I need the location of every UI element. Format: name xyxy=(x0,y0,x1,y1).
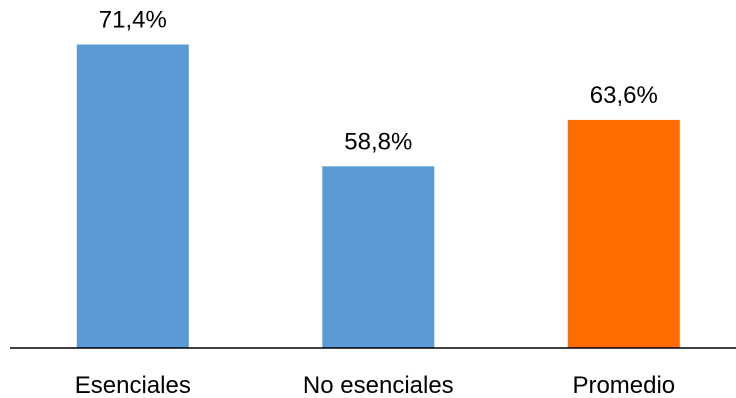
bars-group xyxy=(76,44,680,349)
category-tick-label: No esenciales xyxy=(303,372,454,398)
data-label: 71,4% xyxy=(99,7,167,34)
category-tick-label: Esenciales xyxy=(75,372,191,398)
category-labels-group: Esenciales No esenciales Promedio xyxy=(75,372,675,398)
data-label: 58,8% xyxy=(344,128,412,155)
bar-esenciales xyxy=(76,44,189,348)
bar-no-esenciales xyxy=(322,166,435,348)
bar-promedio xyxy=(567,119,680,349)
data-labels-group: 71,4% 58,8% 63,6% xyxy=(99,7,658,156)
data-label: 63,6% xyxy=(590,82,658,109)
category-tick-label: Promedio xyxy=(572,372,675,398)
